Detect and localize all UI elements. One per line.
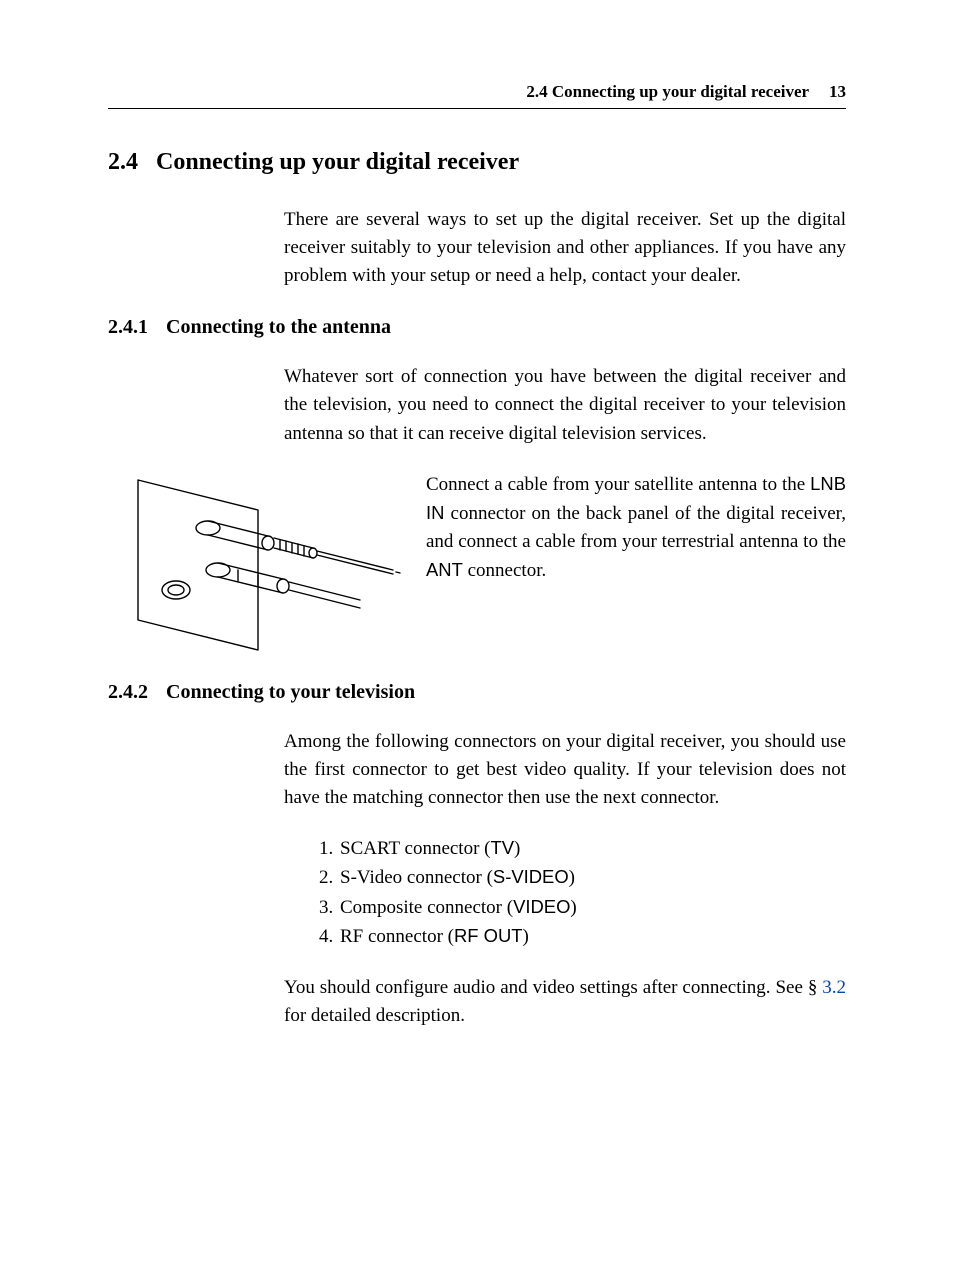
subsection-number: 2.4.1 bbox=[108, 316, 148, 339]
wrap-text-post: connector. bbox=[463, 560, 546, 581]
list-text: RF connector ( bbox=[340, 926, 454, 947]
wrap-text-mid: connector on the back panel of the digit… bbox=[426, 503, 846, 552]
list-text: ) bbox=[523, 926, 529, 947]
section-2-4-1-heading: 2.4.1 Connecting to the antenna bbox=[108, 316, 846, 339]
list-text: ) bbox=[514, 838, 520, 859]
list-text: ) bbox=[569, 867, 575, 888]
ant-label: ANT bbox=[426, 559, 463, 580]
closing-paragraph: You should configure audio and video set… bbox=[284, 974, 846, 1030]
antenna-paragraph-1: Whatever sort of connection you have bet… bbox=[284, 363, 846, 447]
intro-paragraph: There are several ways to set up the dig… bbox=[284, 206, 846, 290]
page-number: 13 bbox=[829, 82, 846, 101]
connector-label: TV bbox=[491, 837, 515, 858]
figure-and-text-row: Connect a cable from your satellite ante… bbox=[108, 470, 846, 655]
list-text: Composite connector ( bbox=[340, 897, 513, 918]
closing-text-post: for detailed description. bbox=[284, 1005, 465, 1026]
running-header: 2.4 Connecting up your digital receiver … bbox=[108, 82, 846, 109]
wrap-text-pre: Connect a cable from your satellite ante… bbox=[426, 474, 810, 495]
list-text: ) bbox=[570, 897, 576, 918]
list-item: SCART connector (TV) bbox=[338, 834, 846, 863]
section-2-4-heading: 2.4 Connecting up your digital receiver bbox=[108, 149, 846, 176]
list-text: SCART connector ( bbox=[340, 838, 491, 859]
connector-list: SCART connector (TV) S-Video connector (… bbox=[284, 834, 846, 952]
connector-label: VIDEO bbox=[513, 896, 570, 917]
connector-label: S-VIDEO bbox=[493, 866, 569, 887]
closing-text-pre: You should configure audio and video set… bbox=[284, 977, 822, 998]
section-2-4-2-heading: 2.4.2 Connecting to your television bbox=[108, 681, 846, 704]
connector-label: RF OUT bbox=[454, 925, 523, 946]
section-number: 2.4 bbox=[108, 149, 138, 176]
subsection-number: 2.4.2 bbox=[108, 681, 148, 704]
section-2-4-body: There are several ways to set up the dig… bbox=[284, 206, 846, 290]
antenna-wrap-paragraph: Connect a cable from your satellite ante… bbox=[426, 470, 846, 585]
antenna-diagram-icon bbox=[108, 470, 408, 655]
subsection-title: Connecting to your television bbox=[166, 681, 415, 704]
antenna-connector-diagram bbox=[108, 470, 408, 655]
running-header-text: 2.4 Connecting up your digital receiver bbox=[526, 82, 808, 101]
list-item: RF connector (RF OUT) bbox=[338, 922, 846, 951]
section-2-4-1-body: Whatever sort of connection you have bet… bbox=[284, 363, 846, 447]
list-item: Composite connector (VIDEO) bbox=[338, 893, 846, 922]
cross-reference-link[interactable]: 3.2 bbox=[822, 977, 846, 998]
list-item: S-Video connector (S-VIDEO) bbox=[338, 863, 846, 892]
subsection-title: Connecting to the antenna bbox=[166, 316, 391, 339]
page: 2.4 Connecting up your digital receiver … bbox=[0, 0, 954, 1272]
section-2-4-2-body: Among the following connectors on your d… bbox=[284, 728, 846, 1030]
tv-paragraph-1: Among the following connectors on your d… bbox=[284, 728, 846, 812]
list-text: S-Video connector ( bbox=[340, 867, 493, 888]
section-title: Connecting up your digital receiver bbox=[156, 149, 519, 176]
